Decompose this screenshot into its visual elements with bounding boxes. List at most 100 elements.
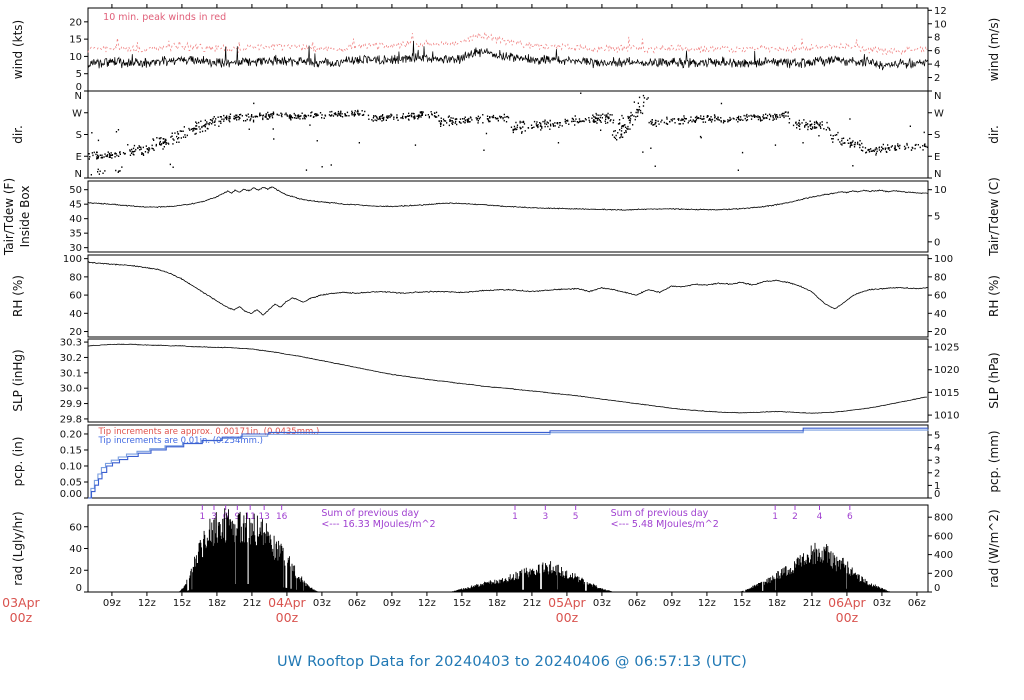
ytick-label-left: 29.8 [60,414,82,425]
ytick-label-right: 10 [934,185,947,196]
xtick-label: 12z [418,598,436,609]
ytick-label-left: 0.05 [60,477,82,488]
ytick-label-left: 50 [69,185,82,196]
rad-sum-tick-label: 3 [211,512,217,522]
ytick-label-right: 1020 [934,365,959,376]
xtick-label: 21z [523,598,541,609]
ytick-label-left: 20 [69,566,82,577]
rad-sum-tick-label: 4 [817,512,823,522]
panel-note: 10 min. peak winds in red [103,12,226,23]
ytick-label-right: 20 [934,327,947,338]
axis-label-right-rad: rad (W/m^2) [987,509,1001,587]
edge-day-label: 03Apr [2,595,40,610]
ytick-label-left: 20 [69,17,82,28]
axis-label-left-wind: wind (kts) [11,20,25,79]
edge-day-label-hour: 00z [10,610,33,625]
panel-slp: 30.3 30.2 30.1 30.0 29.9 29.8 1025 1020 1015 1010… [11,338,1001,426]
rad-sum-tick-label: 6 [223,512,229,522]
panel-temp-border [87,180,929,253]
ytick-label-right: 5 [934,211,940,222]
ytick-label-right: 40 [934,309,947,320]
ytick-label-right: 8 [934,33,940,44]
xtick-label: 09z [663,598,681,609]
series-pcp_std_gauge [88,427,928,499]
series-wind_direction [88,92,928,176]
axis-label-right-temp: Tair/Tdew (C) [987,177,1001,257]
ytick-label-right: 4 [934,60,940,71]
rad-sum-tick-label: 5 [573,512,579,522]
xtick-label: 21z [803,598,821,609]
axis-label-left-rh: RH (%) [11,275,25,317]
rad-sum-annotation: Sum of previous day [321,508,419,519]
xtick-label: 03z [873,598,891,609]
xtick-label: 09z [383,598,401,609]
ytick-label-right: 0 [934,489,940,500]
axis-label-left-temp: Inside Box [18,186,32,248]
rad-sum-tick-label: 3 [542,512,548,522]
ytick-label-left: E [76,152,82,163]
ytick-label-right: N [934,91,941,102]
ytick-label-right: E [934,152,940,163]
ytick-label-right: 2 [934,468,940,479]
xtick-label: 15z [733,598,751,609]
ytick-label-left: 0.10 [60,461,82,472]
ytick-label-left: 35 [69,229,82,240]
rad-sum-tick-label: 1 [512,512,518,522]
axis-label-left-slp: SLP (inHg) [11,349,25,411]
ytick-label-right: 100 [934,254,953,265]
ytick-label-left: 40 [69,309,82,320]
ytick-label-left: 30.2 [60,353,82,364]
ytick-label-right: 0 [934,237,940,248]
xtick-label: 09z [103,598,121,609]
xtick-label: 18z [208,598,226,609]
ytick-label-left: 29.9 [60,399,82,410]
series-slp [88,343,927,414]
ytick-label-right: N [934,169,941,180]
rad-sum-tick-label: 1 [772,512,778,522]
xtick-label: 03z [593,598,611,609]
ytick-label-right: 400 [934,550,953,561]
ytick-label-right: 2 [934,73,940,84]
ytick-label-left: 30 [69,243,82,254]
ytick-label-left: 60 [69,291,82,302]
xtick-label: 03z [313,598,331,609]
rad-sum-tick-label: 16 [276,512,288,522]
xtick-label: 18z [488,598,506,609]
ytick-label-left: 80 [69,272,82,283]
axis-label-left-rad: rad (Lgly/hr) [11,511,25,585]
ytick-label-left: 30.1 [60,368,82,379]
ytick-label-right: 1025 [934,342,959,353]
rad-sum-annotation: Sum of previous day [611,508,709,519]
ytick-label-right: 10 [934,19,947,30]
ytick-label-left: 5 [76,69,82,80]
axis-label-left-temp: Tair/Tdew (F) [2,178,16,256]
ytick-label-left: 30.0 [60,384,82,395]
ytick-label-left: S [76,130,82,141]
ytick-label-right: 6 [934,46,940,57]
xtick-label: 12z [698,598,716,609]
axis-label-left-pcp: pcp. (in) [11,437,25,487]
ytick-label-right: 0 [934,583,940,594]
ytick-label-left: 40 [69,214,82,225]
ytick-label-left: 30.3 [60,338,82,349]
ytick-label-right: W [934,108,944,119]
ytick-label-left: N [75,169,82,180]
panel-note: Tip increments are 0.01in. (0.254mm.) [98,436,263,446]
rad-sum-tick-label: 1 [199,512,205,522]
rad-sum-tick-label: 13 [258,512,269,522]
day-label: 06Apr [828,595,866,610]
xtick-label: 06z [348,598,366,609]
ytick-label-left: 60 [69,522,82,533]
ytick-label-right: 800 [934,513,953,524]
axis-label-right-wind: wind (m/s) [987,18,1001,82]
rad-sum-tick-label: 2 [792,512,798,522]
series-tair [88,186,928,211]
panel-pcp-border [87,424,929,499]
ytick-label-right: 5 [934,430,940,441]
xtick-label: 15z [453,598,471,609]
